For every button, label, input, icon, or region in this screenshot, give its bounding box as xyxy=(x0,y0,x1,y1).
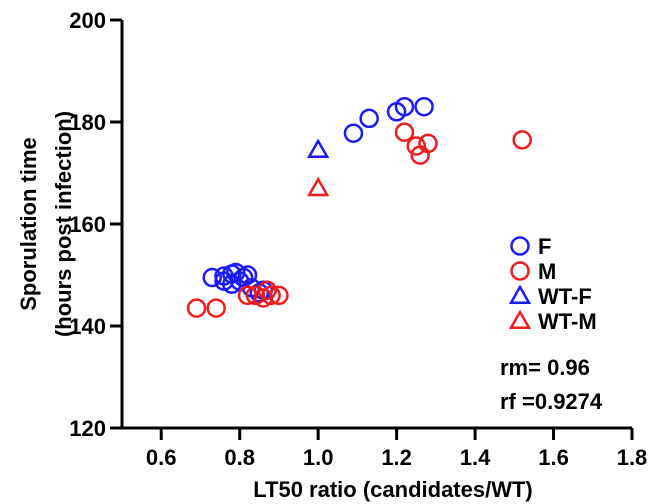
x-tick-label: 1.8 xyxy=(617,445,648,470)
data-point-m xyxy=(512,130,532,150)
data-point-f xyxy=(343,123,364,143)
x-tick-label: 1.2 xyxy=(381,445,412,470)
legend-label-wt-f: WT-F xyxy=(538,284,592,309)
data-point-m xyxy=(261,285,281,306)
data-point-m xyxy=(406,136,426,156)
y-axis-title: Sporulation time (hours post infection) xyxy=(16,111,76,337)
data-point-m xyxy=(418,133,438,154)
data-point-m xyxy=(394,122,415,142)
data-points xyxy=(186,96,532,318)
legend-marker-m xyxy=(510,261,530,281)
data-point-f xyxy=(414,96,434,117)
x-tick-label: 0.8 xyxy=(224,445,255,470)
legend-marker-wt-f xyxy=(508,284,532,304)
y-axis-title-line2: (hours post infection) xyxy=(51,111,76,337)
x-tick-label: 1.4 xyxy=(460,445,491,470)
data-point-m xyxy=(257,280,277,301)
y-axis-title-line1: Sporulation time xyxy=(16,137,41,311)
data-point-m xyxy=(245,285,266,306)
legend-marker-wt-m xyxy=(508,309,532,329)
data-point-m xyxy=(186,298,207,318)
annotation-rf: rf =0.9274 xyxy=(500,389,603,414)
x-ticks: 0.6 0.8 1.0 1.2 1.4 1.6 1.8 xyxy=(146,428,647,470)
x-tick-label: 1.0 xyxy=(303,445,334,470)
data-point-wt-m xyxy=(306,176,330,197)
data-point-f xyxy=(249,283,270,303)
data-point-f xyxy=(359,108,379,129)
legend-label-m: M xyxy=(538,259,556,284)
legend-marker-f xyxy=(510,236,530,256)
x-tick-label: 1.6 xyxy=(538,445,569,470)
y-tick-label: 160 xyxy=(69,212,106,237)
y-ticks: 120 140 160 180 200 xyxy=(69,8,122,441)
y-tick-label: 180 xyxy=(69,110,106,135)
legend-label-f: F xyxy=(538,234,551,259)
data-point-f xyxy=(394,96,415,117)
legend-label-wt-m: WT-M xyxy=(538,309,597,334)
y-tick-label: 200 xyxy=(69,8,106,33)
y-tick-label: 140 xyxy=(69,314,106,339)
annotation-rm: rm= 0.96 xyxy=(500,355,590,380)
x-tick-label: 0.6 xyxy=(146,445,177,470)
data-point-m xyxy=(269,285,289,306)
plot-area: 120 140 160 180 200 0.6 0.8 1.0 1.2 1.4 1.6 1.8 xyxy=(69,8,647,470)
data-point-wt-f xyxy=(306,138,330,159)
data-point-m xyxy=(206,298,226,318)
y-tick-label: 120 xyxy=(69,416,106,441)
data-point-f xyxy=(202,267,222,288)
x-axis-title: LT50 ratio (candidates/WT) xyxy=(253,477,533,502)
